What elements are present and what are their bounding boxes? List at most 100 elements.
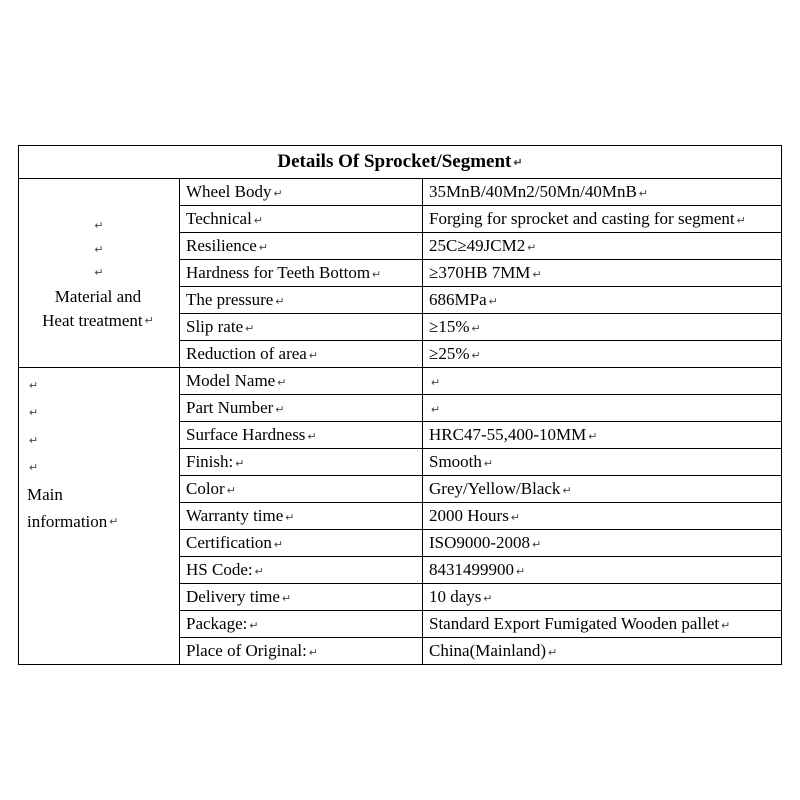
spec-value: ISO9000-2008↵ [423,530,782,557]
label-text: Warranty time [186,506,283,525]
spec-value: HRC47-55,400-10MM↵ [423,422,782,449]
placeholder-icon: ↵ [285,511,294,524]
table-title: Details Of Sprocket/Segment [277,151,511,172]
label-text: Slip rate [186,317,243,336]
spec-value: ↵ [423,395,782,422]
value-text: ≥370HB 7MM [429,263,530,282]
placeholder-icon: ↵ [372,268,381,281]
placeholder-icon: ↵ [532,268,541,281]
label-text: Place of Original: [186,641,307,660]
placeholder-icon: ↵ [277,376,286,389]
spec-value: 25C≥49JCM2↵ [423,233,782,260]
spec-label: Warranty time↵ [180,503,423,530]
placeholder-icon: ↵ [309,349,318,362]
spec-label: Hardness for Teeth Bottom↵ [180,260,423,287]
table-row: ↵ ↵ ↵ Material and Heat treatment↵ Wheel… [19,179,782,206]
placeholder-icon: ↵ [307,430,316,443]
spec-label: Model Name↵ [180,368,423,395]
label-text: HS Code: [186,560,253,579]
label-text: Delivery time [186,587,280,606]
placeholder-icon: ↵ [29,460,38,478]
category-main-information: ↵ ↵ ↵ ↵ Main information↵ [19,368,180,665]
title-row: Details Of Sprocket/Segment↵ [19,146,782,179]
placeholder-icon: ↵ [472,349,481,362]
label-text: Finish: [186,452,233,471]
placeholder-icon: ↵ [483,592,492,605]
category-label: Material and [55,287,141,306]
placeholder-icon: ↵ [513,156,522,169]
placeholder-icon: ↵ [511,511,520,524]
placeholder-icon: ↵ [309,646,318,659]
spec-value: ≥25%↵ [423,341,782,368]
value-text: ≥15% [429,317,470,336]
spec-value: 8431499900↵ [423,557,782,584]
placeholder-icon: ↵ [431,403,440,416]
spec-label: Place of Original:↵ [180,638,423,665]
placeholder-icon: ↵ [472,322,481,335]
placeholder-icon: ↵ [431,376,440,389]
label-text: Surface Hardness [186,425,305,444]
value-text: HRC47-55,400-10MM [429,425,586,444]
placeholder-icon: ↵ [562,484,571,497]
placeholder-icon: ↵ [94,243,103,258]
placeholder-icon: ↵ [255,565,264,578]
spec-label: Part Number↵ [180,395,423,422]
label-text: Part Number [186,398,273,417]
table-row: ↵ ↵ ↵ ↵ Main information↵ Model Name↵ ↵ [19,368,782,395]
placeholder-icon: ↵ [532,538,541,551]
label-text: Reduction of area [186,344,307,363]
placeholder-icon: ↵ [29,433,38,451]
spec-value: 2000 Hours↵ [423,503,782,530]
value-text: Smooth [429,452,482,471]
table-title-cell: Details Of Sprocket/Segment↵ [19,146,782,179]
placeholder-icon: ↵ [29,378,38,396]
placeholder-icon: ↵ [282,592,291,605]
spec-value: ≥370HB 7MM↵ [423,260,782,287]
spec-value: 10 days↵ [423,584,782,611]
placeholder-icon: ↵ [94,219,103,234]
spec-label: HS Code:↵ [180,557,423,584]
table-container: Details Of Sprocket/Segment↵ ↵ ↵ ↵ Mater… [18,145,782,665]
value-text: 10 days [429,587,481,606]
spec-label: Finish:↵ [180,449,423,476]
category-label: Main [27,485,63,504]
label-text: Wheel Body [186,182,271,201]
placeholder-icon: ↵ [273,187,282,200]
spec-label: The pressure↵ [180,287,423,314]
spec-value: ≥15%↵ [423,314,782,341]
placeholder-icon: ↵ [94,266,103,281]
spec-label: Certification↵ [180,530,423,557]
spec-label: Surface Hardness↵ [180,422,423,449]
value-text: Forging for sprocket and casting for seg… [429,209,735,228]
placeholder-icon: ↵ [259,241,268,254]
spec-value: 686MPa↵ [423,287,782,314]
spec-value: Standard Export Fumigated Wooden pallet↵ [423,611,782,638]
placeholder-icon: ↵ [249,619,258,632]
placeholder-icon: ↵ [235,457,244,470]
label-text: Certification [186,533,272,552]
value-text: 686MPa [429,290,487,309]
placeholder-icon: ↵ [254,214,263,227]
spec-label: Slip rate↵ [180,314,423,341]
placeholder-icon: ↵ [275,295,284,308]
value-text: 2000 Hours [429,506,509,525]
placeholder-icon: ↵ [275,403,284,416]
placeholder-icon: ↵ [527,241,536,254]
label-text: Color [186,479,225,498]
label-text: Technical [186,209,252,228]
spec-value: Forging for sprocket and casting for seg… [423,206,782,233]
category-label: information [27,512,107,531]
placeholder-icon: ↵ [227,484,236,497]
label-text: Resilience [186,236,257,255]
label-text: Model Name [186,371,275,390]
spec-label: Reduction of area↵ [180,341,423,368]
placeholder-icon: ↵ [516,565,525,578]
spec-value: Grey/Yellow/Black↵ [423,476,782,503]
value-text: China(Mainland) [429,641,546,660]
spec-table: Details Of Sprocket/Segment↵ ↵ ↵ ↵ Mater… [18,145,782,665]
placeholder-icon: ↵ [109,514,118,532]
spec-label: Package:↵ [180,611,423,638]
placeholder-icon: ↵ [639,187,648,200]
placeholder-icon: ↵ [145,314,154,329]
label-text: Hardness for Teeth Bottom [186,263,370,282]
